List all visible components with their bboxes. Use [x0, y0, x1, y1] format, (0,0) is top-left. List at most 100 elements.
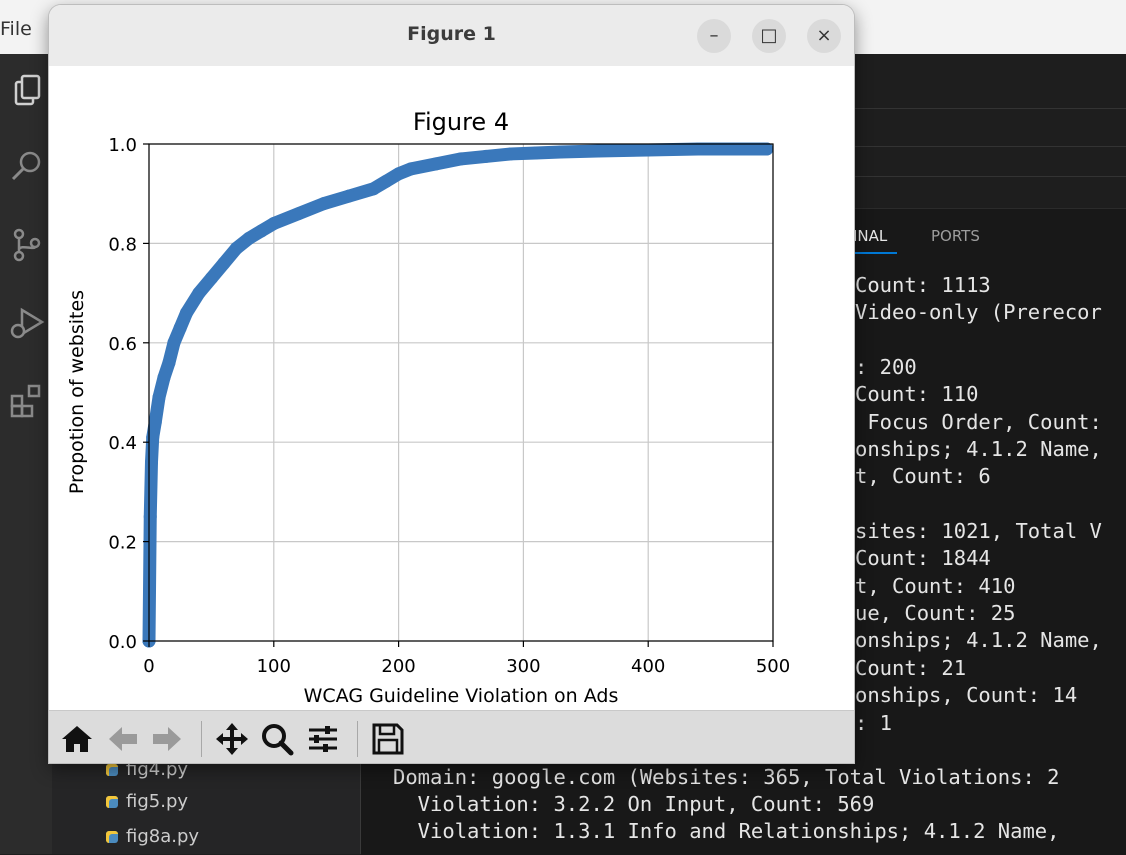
terminal-line: Focus Order, Count:	[855, 410, 1102, 434]
terminal-line: onships; 4.1.2 Name,	[855, 437, 1102, 461]
python-file-icon	[106, 831, 118, 843]
data-curve	[142, 142, 774, 648]
back-icon[interactable]	[105, 721, 141, 757]
extensions-icon[interactable]	[8, 382, 46, 420]
x-tick-label: 200	[381, 656, 415, 677]
x-tick-label: 500	[756, 656, 790, 677]
minimize-button[interactable]: –	[697, 19, 731, 53]
terminal-line: t, Count: 410	[855, 574, 1016, 598]
forward-icon[interactable]	[149, 721, 185, 757]
data-point	[254, 224, 268, 238]
data-point	[554, 145, 568, 159]
data-point	[267, 217, 281, 231]
terminal-line: Count: 110	[855, 382, 979, 406]
data-point	[379, 174, 393, 188]
data-point	[152, 390, 166, 404]
data-point	[504, 147, 518, 161]
data-series	[142, 142, 774, 648]
terminal-line: : 1	[855, 711, 893, 735]
data-point	[591, 144, 605, 158]
toolbar-separator	[201, 721, 202, 757]
tab-terminal[interactable]: INAL	[853, 227, 888, 245]
x-tick-label: 300	[506, 656, 540, 677]
data-point	[162, 356, 176, 370]
terminal-line: Count: 1844	[855, 546, 991, 570]
y-tick-label: 1.0	[108, 135, 137, 156]
terminal-line: Violation: 1.3.1 Info and Relationships;…	[393, 819, 1060, 843]
home-icon[interactable]	[59, 721, 95, 757]
x-axis-label: WCAG Guideline Violation on Ads	[304, 685, 619, 707]
data-point	[157, 371, 171, 385]
python-file-icon	[106, 764, 118, 776]
data-point	[217, 256, 231, 270]
figure-canvas[interactable]: 0 100 200 300 400 500 0.0 0.2 0.4 0.6 0.8 1.0 Figur…	[49, 66, 854, 710]
x-tick-label: 400	[631, 656, 665, 677]
run-debug-icon[interactable]	[8, 304, 46, 342]
close-button[interactable]: ×	[807, 19, 841, 53]
zoom-icon[interactable]	[259, 721, 295, 757]
terminal-line: Domain: google.com (Websites: 365, Total…	[393, 765, 1060, 789]
data-point	[454, 152, 468, 166]
data-point	[242, 231, 256, 245]
data-point	[143, 510, 157, 524]
terminal-line: onships; 4.1.2 Name,	[855, 628, 1102, 652]
figure-window: Figure 1 – □ × 0 100 200 300 400 500 0.0 0.2 0.4…	[49, 5, 854, 763]
data-point	[292, 207, 306, 221]
chart: 0 100 200 300 400 500 0.0 0.2 0.4 0.6 0.8 1.0 Figur…	[66, 108, 790, 707]
data-point	[429, 157, 443, 171]
y-tick-label: 0.8	[108, 234, 137, 255]
source-control-icon[interactable]	[8, 226, 46, 264]
data-point	[404, 162, 418, 176]
python-file-icon	[106, 796, 118, 808]
window-title: Figure 1	[407, 23, 496, 45]
terminal-line: ue, Count: 25	[855, 601, 1016, 625]
data-point	[729, 142, 743, 156]
file-item-fig4[interactable]: fig4.py	[106, 759, 188, 780]
tab-terminal-indicator	[853, 252, 897, 254]
maximize-button[interactable]: □	[752, 19, 786, 53]
window-titlebar[interactable]: Figure 1 – □ ×	[49, 5, 854, 67]
file-name: fig8a.py	[126, 826, 200, 847]
terminal-line: Count: 1113	[855, 273, 991, 297]
data-point	[691, 142, 705, 156]
data-point	[529, 146, 543, 160]
x-tick-label: 0	[143, 656, 154, 677]
x-tick-label: 100	[257, 656, 291, 677]
terminal-line: sites: 1021, Total V	[855, 519, 1102, 543]
explorer-icon[interactable]	[8, 72, 46, 110]
configure-subplots-icon[interactable]	[305, 721, 341, 757]
data-point	[167, 336, 181, 350]
activity-bar	[0, 54, 52, 854]
menu-file[interactable]: File	[0, 18, 32, 40]
data-point	[760, 142, 774, 156]
y-axis-label: Propotion of websites	[66, 290, 88, 494]
grid	[148, 143, 774, 642]
data-point	[392, 167, 406, 181]
data-point	[479, 149, 493, 163]
data-point	[192, 286, 206, 300]
y-tick-label: 0.0	[108, 632, 137, 653]
data-point	[367, 182, 381, 196]
terminal-line: Violation: 3.2.2 On Input, Count: 569	[393, 792, 875, 816]
file-name: fig5.py	[126, 791, 189, 812]
file-name: fig4.py	[126, 759, 189, 780]
pan-icon[interactable]	[214, 721, 250, 757]
terminal-line: Video-only (Prerecor	[855, 300, 1102, 324]
matplotlib-toolbar	[49, 710, 854, 763]
terminal-line: Count: 21	[855, 656, 967, 680]
data-point	[641, 143, 655, 157]
data-point	[317, 197, 331, 211]
terminal-line: t, Count: 6	[855, 464, 991, 488]
file-item-fig5[interactable]: fig5.py	[106, 791, 188, 812]
y-tick-label: 0.6	[108, 334, 137, 355]
data-point	[148, 415, 162, 429]
search-icon[interactable]	[8, 148, 46, 186]
axes-frame	[148, 143, 774, 642]
save-icon[interactable]	[370, 721, 406, 757]
y-tick-label: 0.2	[108, 533, 137, 554]
file-item-fig8a[interactable]: fig8a.py	[106, 826, 199, 847]
toolbar-separator	[357, 721, 358, 757]
y-tick-label: 0.4	[108, 433, 137, 454]
ticks: 0 100 200 300 400 500 0.0 0.2 0.4 0.6 0.8 1.0	[108, 135, 790, 677]
tab-ports[interactable]: PORTS	[931, 227, 980, 245]
